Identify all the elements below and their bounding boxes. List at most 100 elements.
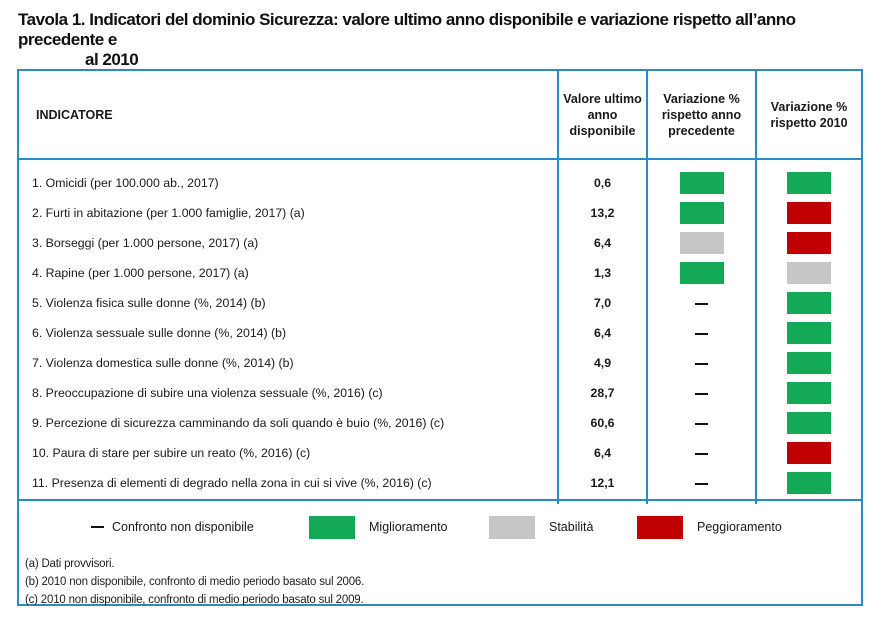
indicator-name: 5. Violenza fisica sulle donne (%, 2014)… — [32, 296, 266, 310]
indicator-name: 9. Percezione di sicurezza camminando da… — [32, 416, 445, 430]
table-row: 11. Presenza di elementi di degrado nell… — [19, 468, 861, 504]
change-previous-year-cell — [646, 378, 756, 408]
change-previous-year-cell — [646, 408, 756, 438]
improvement-indicator — [787, 172, 831, 194]
change-2010-cell — [755, 468, 861, 504]
legend-label-not-available: Confronto non disponibile — [112, 520, 254, 534]
indicator-name: 8. Preoccupazione di subire una violenza… — [32, 386, 383, 400]
table-row: 6. Violenza sessuale sulle donne (%, 201… — [19, 318, 861, 348]
indicator-name: 4. Rapine (per 1.000 persone, 2017) (a) — [32, 266, 249, 280]
indicator-value: 6,4 — [557, 228, 647, 258]
table-title-line1: Indicatori del dominio Sicurezza: valore… — [18, 10, 796, 49]
table-row: 4. Rapine (per 1.000 persone, 2017) (a) 1… — [19, 258, 861, 288]
indicator-table-frame: INDICATORE Valore ultimo anno disponibil… — [17, 69, 863, 606]
table-row: 7. Violenza domestica sulle donne (%, 20… — [19, 348, 861, 378]
indicator-name: 7. Violenza domestica sulle donne (%, 20… — [32, 356, 294, 370]
footnotes: (a) Dati provvisori. (b) 2010 non dispon… — [25, 555, 364, 609]
indicator-value: 60,6 — [557, 408, 647, 438]
footnote-b: (b) 2010 non disponibile, confronto di m… — [25, 576, 365, 588]
change-2010-cell — [755, 348, 861, 378]
change-2010-cell — [755, 318, 861, 348]
legend-item-not-available: Confronto non disponibile — [91, 515, 254, 539]
legend-label-stability: Stabilità — [549, 520, 594, 534]
worsening-indicator — [787, 442, 831, 464]
worsening-swatch — [637, 515, 683, 539]
indicator-value: 7,0 — [557, 288, 647, 318]
change-2010-cell — [755, 198, 861, 228]
dash-icon — [695, 332, 708, 335]
change-previous-year-cell — [646, 198, 756, 228]
table-body: 1. Omicidi (per 100.000 ab., 2017) 0,6 2. … — [19, 159, 861, 504]
dash-icon — [91, 526, 104, 528]
change-previous-year-cell — [646, 468, 756, 504]
improvement-indicator — [787, 472, 831, 494]
legend-label-improvement: Miglioramento — [369, 520, 448, 534]
indicator-value: 6,4 — [557, 318, 647, 348]
legend-item-worsening: Peggioramento — [637, 515, 782, 539]
stability-swatch — [489, 515, 535, 539]
change-previous-year-cell — [646, 348, 756, 378]
table-row: 1. Omicidi (per 100.000 ab., 2017) 0,6 — [19, 159, 861, 198]
improvement-indicator — [787, 382, 831, 404]
indicator-value: 4,9 — [557, 348, 647, 378]
table-header-row: INDICATORE Valore ultimo anno disponibil… — [19, 71, 861, 160]
indicator-value: 28,7 — [557, 378, 647, 408]
table-row: 2. Furti in abitazione (per 1.000 famigl… — [19, 198, 861, 228]
change-previous-year-cell — [646, 288, 756, 318]
stability-indicator — [679, 232, 724, 254]
dash-icon — [695, 452, 708, 455]
indicator-value: 6,4 — [557, 438, 647, 468]
dash-icon — [695, 302, 708, 305]
indicator-value: 12,1 — [557, 468, 647, 504]
table-row: 10. Paura di stare per subire un reato (… — [19, 438, 861, 468]
improvement-indicator — [679, 202, 724, 224]
change-previous-year-cell — [646, 258, 756, 288]
change-previous-year-cell — [646, 438, 756, 468]
change-2010-cell — [755, 438, 861, 468]
stability-indicator — [787, 262, 831, 284]
worsening-indicator — [787, 232, 831, 254]
indicator-name: 3. Borseggi (per 1.000 persone, 2017) (a… — [32, 236, 259, 250]
worsening-indicator — [787, 202, 831, 224]
table-row: 5. Violenza fisica sulle donne (%, 2014)… — [19, 288, 861, 318]
change-2010-cell — [755, 288, 861, 318]
header-indicator: INDICATORE — [19, 71, 558, 160]
footnote-a: (a) Dati provvisori. — [25, 558, 115, 570]
change-2010-cell — [755, 408, 861, 438]
header-change-2010: Variazione % rispetto 2010 — [755, 71, 861, 160]
table-row: 9. Percezione di sicurezza camminando da… — [19, 408, 861, 438]
improvement-indicator — [679, 172, 724, 194]
table-title: Tavola 1. Indicatori del dominio Sicurez… — [18, 10, 878, 70]
legend-item-stability: Stabilità — [489, 515, 593, 539]
indicator-table: INDICATORE Valore ultimo anno disponibil… — [19, 71, 861, 504]
header-value: Valore ultimo anno disponibile — [557, 71, 647, 160]
table-row: 3. Borseggi (per 1.000 persone, 2017) (a… — [19, 228, 861, 258]
legend-label-worsening: Peggioramento — [697, 520, 782, 534]
table-row: 8. Preoccupazione di subire una violenza… — [19, 378, 861, 408]
change-2010-cell — [755, 228, 861, 258]
change-previous-year-cell — [646, 159, 756, 198]
change-2010-cell — [755, 159, 861, 198]
indicator-value: 1,3 — [557, 258, 647, 288]
dash-icon — [695, 422, 708, 425]
dash-icon — [695, 482, 708, 485]
change-previous-year-cell — [646, 228, 756, 258]
dash-icon — [695, 362, 708, 365]
improvement-indicator — [787, 352, 831, 374]
change-2010-cell — [755, 258, 861, 288]
indicator-value: 0,6 — [557, 159, 647, 198]
improvement-swatch — [309, 515, 355, 539]
dash-icon — [695, 392, 708, 395]
footnote-c: (c) 2010 non disponibile, confronto di m… — [25, 594, 364, 606]
improvement-indicator — [787, 292, 831, 314]
improvement-indicator — [787, 322, 831, 344]
change-previous-year-cell — [646, 318, 756, 348]
change-2010-cell — [755, 378, 861, 408]
legend: Confronto non disponibile Miglioramento … — [19, 515, 861, 539]
improvement-indicator — [787, 412, 831, 434]
indicator-value: 13,2 — [557, 198, 647, 228]
indicator-name: 11. Presenza di elementi di degrado nell… — [32, 476, 432, 490]
table-title-line2: al 2010 — [85, 50, 139, 69]
header-change-previous-year: Variazione % rispetto anno precedente — [646, 71, 756, 160]
legend-item-improvement: Miglioramento — [309, 515, 448, 539]
